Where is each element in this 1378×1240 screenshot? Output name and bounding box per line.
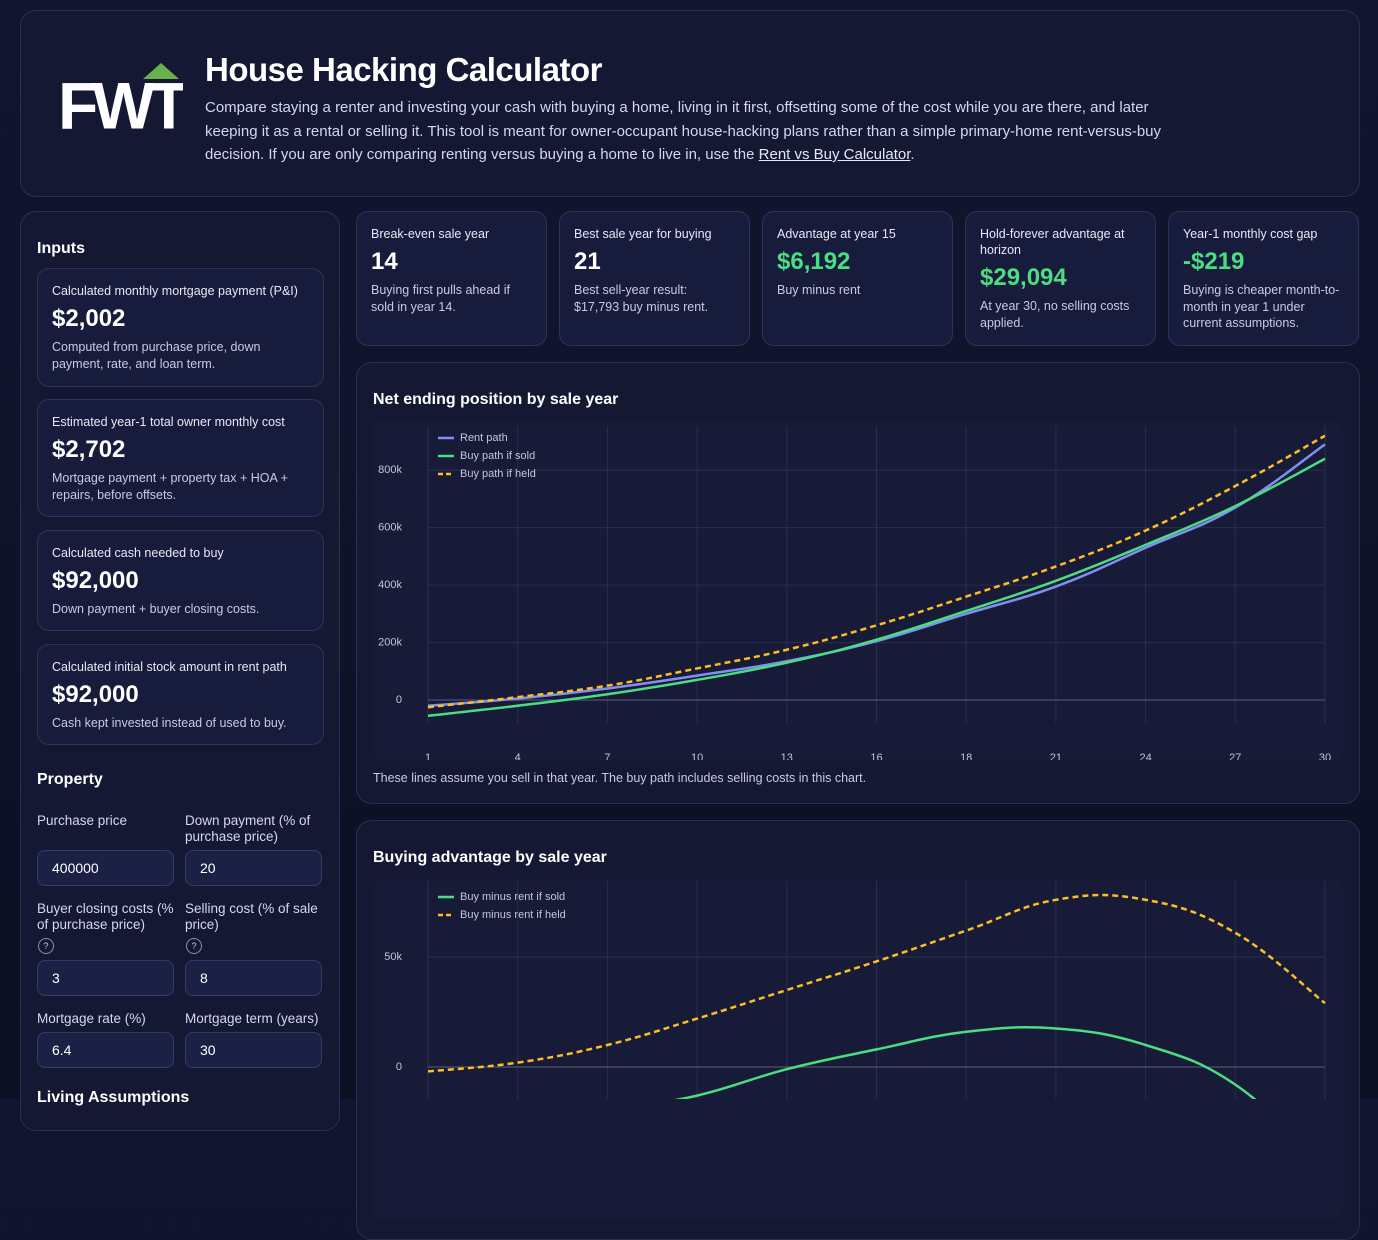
series-line <box>427 434 1326 709</box>
chart-title: Buying advantage by sale year <box>373 849 607 866</box>
help-icon[interactable]: ? <box>186 938 202 954</box>
field-label: Down payment (% of purchase price) <box>185 813 311 844</box>
stat-value: $29,094 <box>980 264 1067 291</box>
x-tick-label: 13 <box>781 752 793 760</box>
section-heading: Inputs <box>37 240 85 257</box>
legend-label: Buy path if sold <box>460 450 535 462</box>
card-label: Estimated year-1 total owner monthly cos… <box>52 415 285 429</box>
stat-card: Hold-forever advantage at horizon $29,09… <box>965 211 1156 346</box>
stat-card: Advantage at year 15 $6,192 Buy minus re… <box>762 211 953 346</box>
card-value: $92,000 <box>52 567 139 594</box>
x-tick-label: 30 <box>1319 752 1331 760</box>
inputs-panel: Inputs Calculated monthly mortgage payme… <box>20 211 340 1131</box>
x-tick-label: 7 <box>604 752 610 760</box>
card-label: Calculated initial stock amount in rent … <box>52 660 287 674</box>
text-input[interactable]: 8 <box>185 960 322 996</box>
x-tick-label: 18 <box>960 752 972 760</box>
series-line <box>427 443 1326 708</box>
card-label: Calculated cash needed to buy <box>52 546 224 560</box>
field-label: Mortgage rate (%) <box>37 1011 146 1026</box>
legend-label: Buy minus rent if sold <box>460 891 565 903</box>
text-input[interactable]: 6.4 <box>37 1032 174 1068</box>
y-tick-label: 0 <box>396 694 402 706</box>
card-note: Cash kept invested instead of used to bu… <box>52 716 287 730</box>
y-tick-label: 800k <box>378 464 402 476</box>
x-tick-label: 27 <box>1229 752 1241 760</box>
stat-value: 21 <box>574 248 601 275</box>
series-line <box>674 1026 1257 1099</box>
logo-text: FWT <box>58 68 183 141</box>
card-note: Computed from purchase price, down payme… <box>52 340 261 371</box>
legend-label: Rent path <box>460 432 508 444</box>
stat-note: Buying first pulls ahead if sold in year… <box>371 283 510 314</box>
chart-title: Net ending position by sale year <box>373 391 619 408</box>
card-label: Calculated monthly mortgage payment (P&I… <box>52 284 298 298</box>
card-value: $92,000 <box>52 681 139 708</box>
stat-label: Best sale year for buying <box>574 227 712 241</box>
series-line <box>427 893 1326 1073</box>
stat-note: Best sell-year result: $17,793 buy minus… <box>574 283 709 314</box>
y-tick-label: 50k <box>384 951 402 963</box>
text-input[interactable]: 400000 <box>37 850 174 886</box>
stat-note: Buy minus rent <box>777 283 861 297</box>
card-value: $2,002 <box>52 305 126 332</box>
stat-value: $6,192 <box>777 248 851 275</box>
stat-card: Best sale year for buying 21 Best sell-y… <box>559 211 750 346</box>
output-card: Calculated initial stock amount in rent … <box>37 644 324 745</box>
stat-label: Year-1 monthly cost gap <box>1183 227 1318 241</box>
output-card: Calculated monthly mortgage payment (P&I… <box>37 268 324 387</box>
stat-label: Hold-forever advantage at horizon <box>980 227 1125 257</box>
stat-value: 14 <box>371 248 398 275</box>
card-note: Down payment + buyer closing costs. <box>52 602 260 616</box>
y-tick-label: 200k <box>378 636 402 648</box>
field-label: Mortgage term (years) <box>185 1011 319 1026</box>
y-tick-label: 600k <box>378 522 402 534</box>
section-heading: Property <box>37 771 103 788</box>
help-icon[interactable]: ? <box>38 938 54 954</box>
stat-value: -$219 <box>1183 248 1245 275</box>
y-tick-label: 0 <box>396 1061 402 1073</box>
x-tick-label: 1 <box>425 752 431 760</box>
section-heading: Living Assumptions <box>37 1089 190 1106</box>
x-tick-label: 16 <box>870 752 882 760</box>
legend-label: Buy path if held <box>460 468 536 480</box>
logo: FWT <box>58 63 183 141</box>
rent-vs-buy-link[interactable]: Rent vs Buy Calculator <box>758 146 911 163</box>
stat-card: Break-even sale year 14 Buying first pul… <box>356 211 547 346</box>
stat-label: Break-even sale year <box>371 227 490 241</box>
field-label: Buyer closing costs (% of purchase price… <box>37 901 174 932</box>
x-tick-label: 24 <box>1139 752 1151 760</box>
header-card: FWT House Hacking Calculator Compare sta… <box>20 10 1360 197</box>
card-note: Mortgage payment + property tax + HOA + … <box>52 471 288 502</box>
chart-note: These lines assume you sell in that year… <box>373 771 867 785</box>
field-label: Purchase price <box>37 813 128 828</box>
chart: 0 200k 400k 600k 800k 1 4 7 10 13 16 18 21 24 27 30 Rent… <box>378 426 1331 760</box>
header-title: House Hacking Calculator <box>205 51 602 89</box>
x-tick-label: 4 <box>515 752 521 760</box>
x-tick-label: 21 <box>1050 752 1062 760</box>
output-card: Calculated cash needed to buy $92,000 Do… <box>37 530 324 631</box>
logo-roof <box>143 63 179 79</box>
chart: 0 50k Buy minus rent if sold Buy minus rent… <box>384 880 1326 1099</box>
legend-label: Buy minus rent if held <box>460 909 566 921</box>
title: House Hacking Calculator <box>205 51 602 88</box>
series-line <box>427 457 1326 718</box>
description: Compare staying a renter and investing y… <box>205 96 1195 167</box>
field-label: Selling cost (% of sale price) <box>185 901 318 932</box>
description-end: . <box>910 146 915 163</box>
output-card: Estimated year-1 total owner monthly cos… <box>37 399 324 517</box>
stat-card: Year-1 monthly cost gap -$219 Buying is … <box>1168 211 1359 346</box>
stat-label: Advantage at year 15 <box>777 227 896 241</box>
description-text: Compare staying a renter and investing y… <box>205 99 1162 163</box>
y-tick-label: 400k <box>378 579 402 591</box>
text-input[interactable]: 20 <box>185 850 322 886</box>
stat-note: At year 30, no selling costs applied. <box>980 299 1130 330</box>
chart-card: Net ending position by sale year These l… <box>356 362 1360 804</box>
x-tick-label: 10 <box>691 752 703 760</box>
text-input[interactable]: 30 <box>185 1032 322 1068</box>
card-value: $2,702 <box>52 436 126 463</box>
stat-note: Buying is cheaper month-to-month in year… <box>1183 283 1340 330</box>
text-input[interactable]: 3 <box>37 960 174 996</box>
